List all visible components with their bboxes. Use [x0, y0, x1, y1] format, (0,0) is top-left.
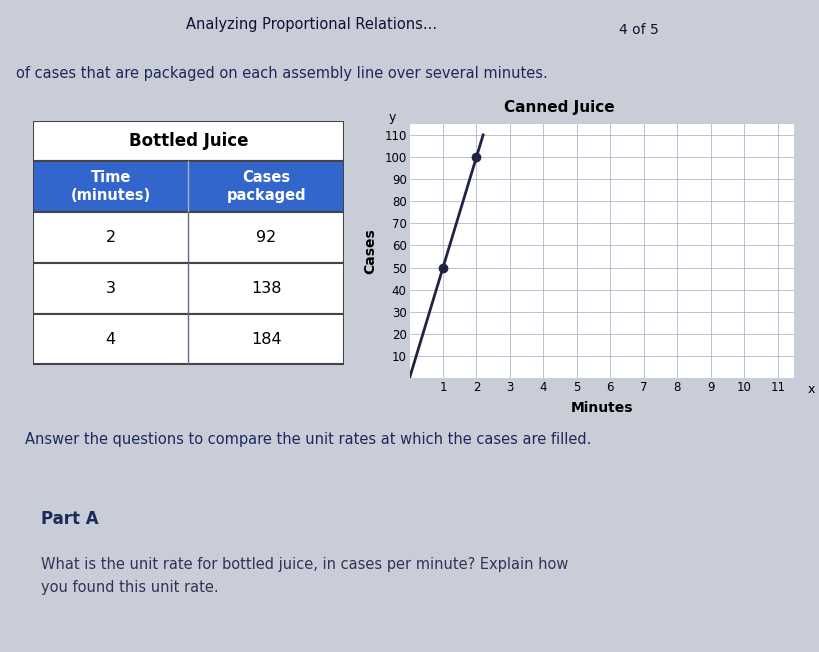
Bar — [33, 314, 344, 364]
Text: 184: 184 — [251, 331, 282, 347]
Bar — [33, 263, 344, 314]
Bar — [33, 161, 344, 212]
Text: Cases
packaged: Cases packaged — [226, 170, 306, 203]
Text: Bottled Juice: Bottled Juice — [129, 132, 248, 150]
Text: 138: 138 — [251, 280, 282, 296]
Text: What is the unit rate for bottled juice, in cases per minute? Explain how
you fo: What is the unit rate for bottled juice,… — [41, 557, 568, 595]
Text: 4 of 5: 4 of 5 — [619, 23, 658, 37]
Text: 3: 3 — [106, 280, 115, 296]
Text: y: y — [389, 111, 396, 124]
Bar — [33, 212, 344, 263]
Text: of cases that are packaged on each assembly line over several minutes.: of cases that are packaged on each assem… — [16, 66, 548, 81]
X-axis label: Minutes: Minutes — [571, 401, 633, 415]
Text: Answer the questions to compare the unit rates at which the cases are filled.: Answer the questions to compare the unit… — [25, 432, 591, 447]
Text: 92: 92 — [256, 230, 276, 245]
Y-axis label: Cases: Cases — [364, 228, 378, 274]
Text: Analyzing Proportional Relations...: Analyzing Proportional Relations... — [186, 18, 437, 33]
Text: Canned Juice: Canned Juice — [504, 100, 615, 115]
Text: 4: 4 — [106, 331, 115, 347]
Bar — [33, 121, 344, 161]
Text: 2: 2 — [106, 230, 115, 245]
Text: Part A: Part A — [41, 511, 98, 528]
Text: Time
(minutes): Time (minutes) — [70, 170, 151, 203]
Text: x: x — [808, 383, 815, 396]
